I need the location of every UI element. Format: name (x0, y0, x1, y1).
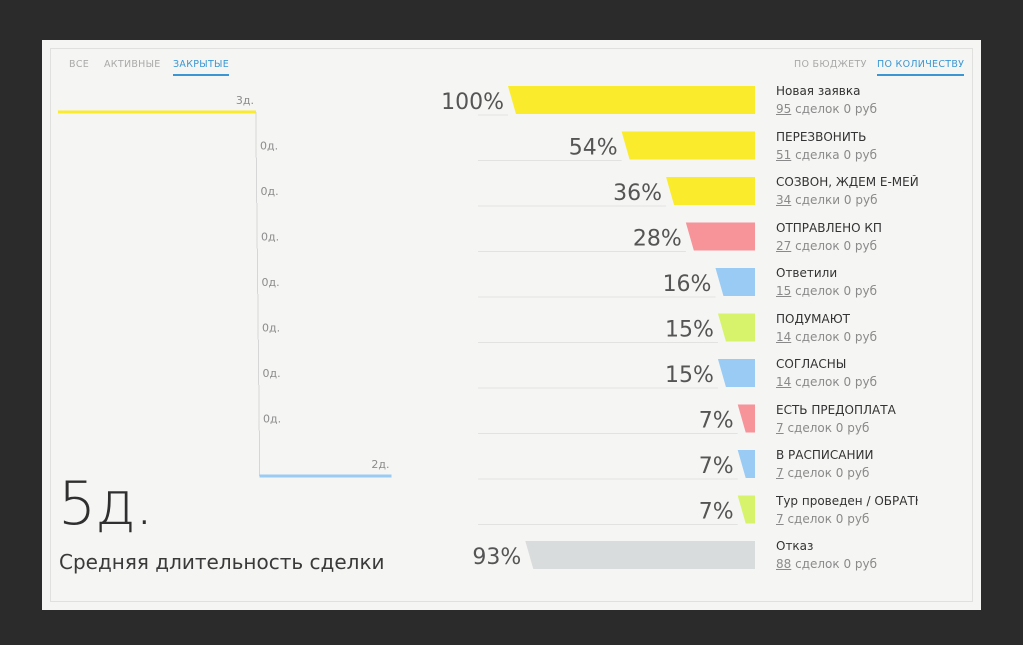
funnel-bar (525, 541, 755, 569)
funnel-bar (666, 177, 755, 205)
stage-deals: 7 сделок 0 руб (776, 512, 869, 526)
percent-label: 28% (633, 227, 682, 252)
tab-by-count[interactable]: ПО КОЛИЧЕСТВУ (877, 59, 965, 76)
stage-deals: 27 сделок 0 руб (776, 239, 877, 253)
deal-summary: сделок 0 руб (783, 511, 870, 526)
average-duration-label: Средняя длительность сделки (59, 550, 385, 574)
stage-deals: 95 сделок 0 руб (776, 102, 877, 116)
stage-deals: 14 сделок 0 руб (776, 330, 877, 344)
stage-name: СОГЛАСНЫ (776, 357, 847, 371)
deal-count-link[interactable]: 14 (776, 329, 792, 344)
funnel-chart: 3д. 0д. 0д. 0д. 0д. 0д. 0д. 0д. 2д. 100% 54% 36% 28%… (58, 86, 755, 570)
tab-by-budget[interactable]: ПО БЮДЖЕТУ (794, 59, 867, 70)
deal-count-link[interactable]: 15 (776, 284, 792, 298)
duration-label: 0д. (263, 367, 281, 380)
duration-label: 0д. (260, 140, 278, 153)
stage-deals: 88 сделок 0 руб (776, 557, 877, 571)
deal-summary: сделок 0 руб (791, 102, 878, 116)
funnel-bar (715, 268, 755, 296)
percent-label: 100% (441, 90, 504, 115)
funnel-bar (737, 404, 755, 433)
percent-label: 15% (665, 363, 714, 388)
duration-label: 3д. (236, 94, 254, 107)
duration-label: 0д. (263, 413, 281, 426)
stage-name: Ответили (776, 266, 838, 280)
deal-count-link[interactable]: 7 (776, 420, 784, 435)
deal-count-link[interactable]: 7 (776, 466, 784, 480)
stage-name: В РАСПИСАНИИ (776, 448, 874, 462)
stage-name: СОЗВОН, ЖДЕМ Е-МЕЙЛ (776, 175, 918, 189)
deal-summary: сделок 0 руб (791, 238, 878, 253)
deal-summary: сделок 0 руб (783, 420, 870, 435)
funnel-bar (685, 222, 755, 251)
deal-summary: сделок 0 руб (791, 329, 878, 344)
deal-count-link[interactable]: 88 (776, 557, 792, 571)
stage-deals: 7 сделок 0 руб (776, 421, 869, 435)
duration-label: 0д. (261, 185, 279, 198)
funnel-bar (737, 495, 755, 524)
deal-summary: сделок 0 руб (791, 375, 878, 389)
deal-count-link[interactable]: 95 (776, 102, 792, 116)
stage-deals: 14 сделок 0 руб (776, 375, 877, 389)
percent-label: 93% (472, 545, 521, 570)
average-duration-value: 5д. (58, 469, 154, 539)
percent-label: 54% (569, 136, 618, 161)
stage-deals: 7 сделок 0 руб (776, 466, 869, 480)
funnel-bar (737, 450, 755, 478)
tab-all[interactable]: ВСЕ (69, 59, 90, 70)
deal-count-link[interactable]: 27 (776, 238, 792, 253)
duration-bar (58, 110, 256, 114)
stage-name: ОТПРАВЛЕНО КП (776, 220, 882, 235)
stage-name: Тур проведен / ОБРАТНА (776, 493, 918, 508)
funnel-bar (717, 313, 755, 342)
deal-summary: сделок 0 руб (791, 284, 878, 298)
percent-label: 36% (613, 181, 662, 206)
funnel-panel: ВСЕ АКТИВНЫЕ ЗАКРЫТЫЕ ПО БЮДЖЕТУ ПО КОЛИ… (42, 40, 981, 610)
deal-summary: сделок 0 руб (791, 557, 878, 571)
deal-count-link[interactable]: 7 (776, 511, 784, 526)
stage-deals: 51 сделка 0 руб (776, 148, 877, 162)
stage-deals: 15 сделок 0 руб (776, 284, 877, 298)
duration-label: 0д. (262, 322, 280, 335)
stage-name: ПОДУМАЮТ (776, 311, 851, 326)
percent-label: 16% (663, 272, 712, 297)
percent-label: 7% (699, 409, 734, 434)
percent-label: 7% (699, 500, 734, 525)
stage-name: ЕСТЬ ПРЕДОПЛАТА (776, 402, 896, 417)
tab-active[interactable]: АКТИВНЫЕ (104, 59, 161, 70)
funnel-bar (508, 86, 755, 114)
stage-name: ПЕРЕЗВОНИТЬ (776, 129, 867, 144)
deal-count-link[interactable]: 14 (776, 375, 792, 389)
percent-label: 7% (699, 454, 734, 479)
stage-deals: 34 сделки 0 руб (776, 193, 877, 207)
duration-bar (259, 474, 392, 478)
tab-closed[interactable]: ЗАКРЫТЫЕ (173, 59, 230, 76)
funnel-bar (717, 359, 755, 387)
deal-summary: сделок 0 руб (783, 466, 870, 480)
deal-count-link[interactable]: 34 (776, 193, 792, 207)
stage-name: Отказ (776, 539, 814, 553)
funnel-bar (621, 131, 755, 160)
deal-summary: сделки 0 руб (791, 193, 878, 207)
duration-label: 2д. (371, 458, 389, 471)
percent-label: 15% (665, 318, 714, 343)
deal-count-link[interactable]: 51 (776, 147, 792, 162)
stage-name: Новая заявка (776, 84, 861, 98)
duration-label: 0д. (262, 276, 280, 289)
duration-label: 0д. (261, 231, 279, 244)
deal-summary: сделка 0 руб (791, 147, 878, 162)
